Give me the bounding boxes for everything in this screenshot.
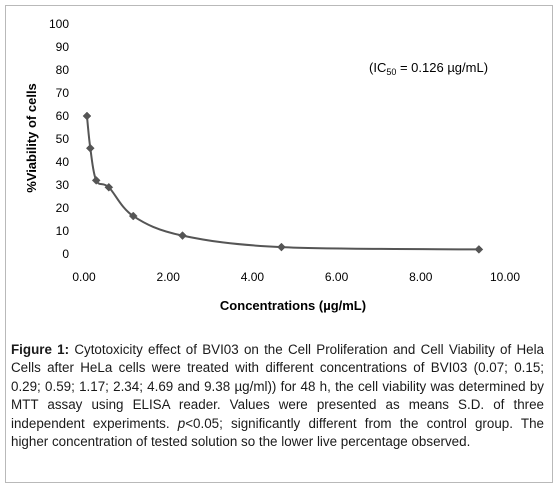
- x-tick-label: 6.00: [325, 270, 349, 284]
- data-point: [85, 143, 95, 153]
- y-axis-title: %Viability of cells: [24, 83, 39, 193]
- data-point: [128, 211, 138, 221]
- x-tick-label: 8.00: [409, 270, 433, 284]
- ic50-prefix: (IC: [369, 60, 386, 75]
- x-tick-label: 0.00: [72, 270, 96, 284]
- ic50-subscript: 50: [386, 67, 396, 77]
- x-tick-label: 2.00: [157, 270, 181, 284]
- y-tick-label: 70: [56, 86, 70, 100]
- y-tick-label: 50: [56, 132, 70, 146]
- y-tick-label: 20: [56, 201, 70, 215]
- y-tick-label: 80: [56, 63, 70, 77]
- figure-caption: Figure 1: Cytotoxicity effect of BVI03 o…: [11, 341, 544, 451]
- data-point: [91, 176, 101, 185]
- data-point: [474, 245, 484, 254]
- data-point: [104, 182, 114, 192]
- series: [82, 111, 484, 254]
- chart: 0 10 20 30 40 50 60 70 80 90 100 0.00 2.00 4.00 6.00 8…: [24, 17, 520, 313]
- y-tick-label: 0: [62, 247, 69, 261]
- y-tick-label: 90: [56, 40, 70, 54]
- series-line: [85, 115, 479, 251]
- y-tick-label: 60: [56, 109, 70, 123]
- ic50-annotation: (IC50 = 0.126 µg/mL): [369, 60, 488, 77]
- y-tick-label: 10: [56, 224, 70, 238]
- caption-text: Cytotoxicity effect of BVI03 on the Cell…: [11, 342, 544, 431]
- y-tick-label: 40: [56, 155, 70, 169]
- x-tick-label: 10.00: [490, 270, 520, 284]
- y-tick-label: 30: [56, 178, 70, 192]
- caption-text-after: <0.05; significantly different from the …: [11, 415, 544, 450]
- caption-italic: p: [177, 415, 186, 431]
- data-point: [82, 111, 92, 121]
- ic50-suffix: = 0.126 µg/mL): [396, 60, 488, 75]
- x-axis: 0.00 2.00 4.00 6.00 8.00 10.00: [72, 270, 520, 284]
- x-axis-title: Concentrations (µg/mL): [220, 298, 366, 313]
- y-axis: 0 10 20 30 40 50 60 70 80 90 100: [49, 17, 69, 261]
- figure-frame: [5, 5, 553, 483]
- data-point: [277, 242, 286, 252]
- data-point: [178, 231, 187, 240]
- x-tick-label: 4.00: [241, 270, 265, 284]
- y-tick-label: 100: [49, 17, 69, 31]
- caption-label: Figure 1:: [11, 342, 70, 357]
